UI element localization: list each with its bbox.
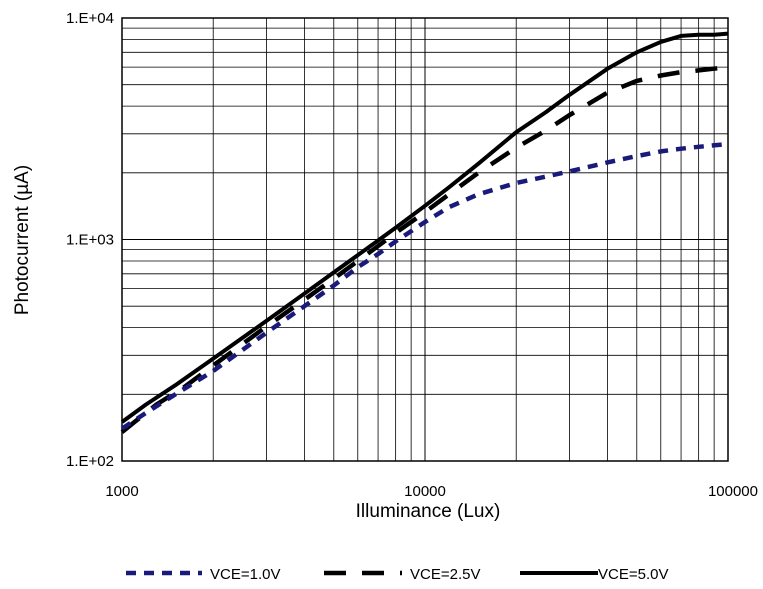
x-axis-title: Illuminance (Lux) [356, 501, 501, 522]
legend-label-vce-5-0v: VCE=5.0V [598, 566, 668, 583]
x-axis-tick-labels: 1000 10000 100000 [105, 483, 758, 500]
legend-label-vce-1-0v: VCE=1.0V [210, 566, 280, 583]
x-tick-label: 100000 [708, 483, 758, 500]
legend: VCE=1.0V VCE=2.5V VCE=5.0V [126, 566, 668, 583]
legend-label-vce-2-5v: VCE=2.5V [410, 566, 480, 583]
series-line-vce-1-0v [120, 141, 729, 431]
y-axis-title: Photocurrent (µA) [12, 165, 33, 315]
x-tick-label: 10000 [404, 483, 446, 500]
x-tick-label: 1000 [105, 483, 138, 500]
y-tick-label: 1.E+02 [66, 453, 114, 470]
series-line-vce-5-0v [120, 31, 729, 424]
y-tick-label: 1.E+03 [66, 232, 114, 249]
y-tick-label: 1.E+04 [66, 10, 114, 27]
series-layer [120, 31, 729, 434]
y-axis-tick-labels: 1.E+02 1.E+03 1.E+04 [66, 10, 114, 470]
plot-area-frame [121, 17, 729, 462]
